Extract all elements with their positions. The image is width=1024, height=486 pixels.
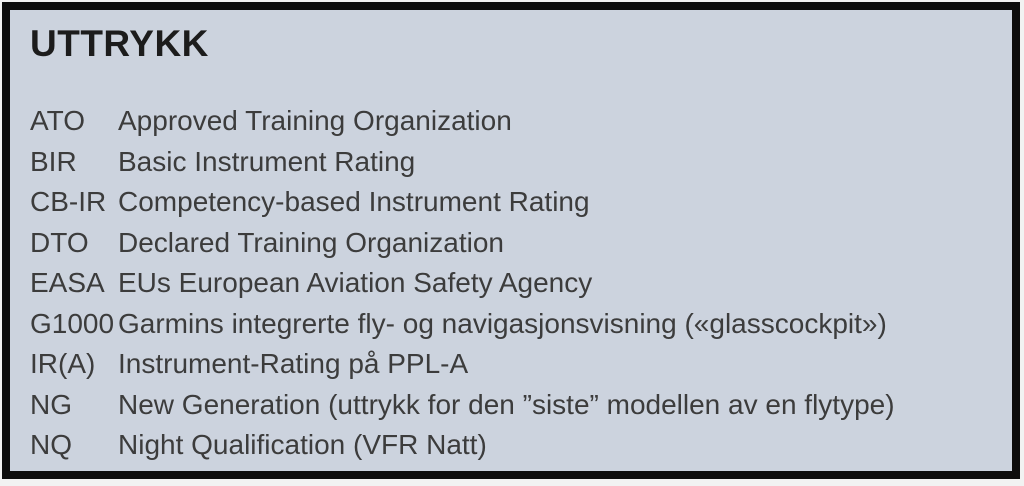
term-abbr: CB-IR <box>30 186 107 217</box>
term-abbr: EASA <box>30 267 105 298</box>
term-abbr: BIR <box>30 145 77 177</box>
term-abbr: G1000 <box>30 307 115 339</box>
term-definition: Declared Training Organization <box>118 226 504 258</box>
term-row: ATO Approved Training Organization <box>30 105 994 146</box>
term-row: BIR Basic Instrument Rating <box>30 146 994 187</box>
terms-list: ATO Approved Training Organization BIR Basi… <box>30 105 994 470</box>
uttrykk-glossary-box: UTTRYKK ATO Approved Training Organizatio… <box>2 2 1020 479</box>
term-definition: Approved Training Organization <box>118 105 512 136</box>
term-row: EASA EUs European Aviation Safety Agency <box>30 267 994 308</box>
term-definition: Basic Instrument Rating <box>118 145 416 177</box>
term-row: IR(A) Instrument-Rating på PPL-A <box>30 348 994 389</box>
term-row: CB-IR Competency-based Instrument Rating <box>30 186 994 227</box>
term-row: NQ Night Qualification (VFR Natt) <box>30 429 994 470</box>
term-definition: Night Qualification (VFR Natt) <box>118 429 487 460</box>
term-abbr: NQ <box>30 429 72 460</box>
term-abbr: DTO <box>30 226 89 258</box>
glossary-title: UTTRYKK <box>30 23 209 64</box>
term-abbr: IR(A) <box>30 348 96 379</box>
term-row: DTO Declared Training Organization <box>30 227 994 268</box>
term-row: NG New Generation (uttrykk for den ”siste… <box>30 389 994 430</box>
term-definition: Garmins integrerte fly- og navigasjonsvi… <box>118 307 887 339</box>
term-definition: New Generation (uttrykk for den ”siste” … <box>118 388 895 420</box>
term-definition: Instrument-Rating på PPL-A <box>118 348 469 379</box>
term-definition: EUs European Aviation Safety Agency <box>118 267 593 298</box>
term-row: G1000 Garmins integrerte fly- og navigasj… <box>30 308 994 349</box>
term-abbr: NG <box>30 388 72 420</box>
term-definition: Competency-based Instrument Rating <box>118 186 590 217</box>
term-abbr: ATO <box>30 105 85 136</box>
